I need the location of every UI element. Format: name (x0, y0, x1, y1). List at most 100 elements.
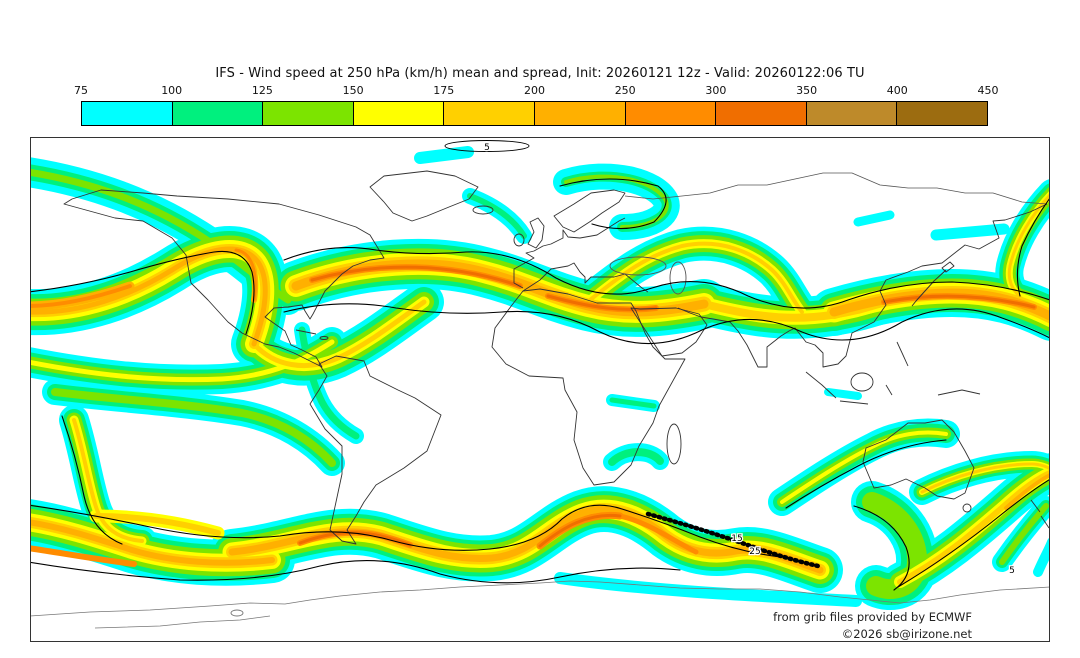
spread-contour-label: 15 (731, 534, 742, 544)
colorbar-segment (716, 102, 807, 125)
colorbar-tick-label: 100 (161, 84, 183, 97)
colorbar-tick-label: 175 (433, 84, 455, 97)
colorbar-segment (353, 102, 445, 125)
spread-contour (897, 478, 1050, 588)
coastline (94, 615, 271, 629)
wind-speed-band (414, 146, 474, 164)
colorbar: 75 100 125 150 175 200 250 300 350 400 450 (0, 0, 1080, 140)
spread-contour-label: 5 (484, 143, 490, 153)
colorbar-segment (444, 102, 535, 125)
wind-speed-band (999, 503, 1049, 565)
wind-speed-band (1033, 537, 1050, 577)
spread-contour-label: 5 (1009, 566, 1015, 576)
island-outline (230, 609, 244, 617)
colorbar-tick-label: 200 (524, 84, 545, 97)
wind-speed-band (617, 513, 699, 555)
island-outline (444, 140, 530, 152)
wind-speed-band (897, 469, 1050, 585)
wind-speed-band (30, 284, 132, 308)
colorbar-tick-label: 400 (886, 84, 908, 97)
colorbar-segment (897, 102, 987, 125)
copyright-text: ©2026 sb@irizone.net (841, 627, 972, 641)
colorbar-segment (82, 102, 173, 125)
coastline (1040, 515, 1050, 529)
spread-contour (61, 415, 123, 545)
spread-contour (283, 303, 1050, 345)
island-outline (962, 503, 972, 513)
colorbar-tick-label: 75 (74, 84, 88, 97)
spread-contour (853, 505, 910, 591)
coastline (862, 419, 975, 500)
colorbar-segment (534, 102, 626, 125)
coastline (805, 371, 837, 399)
spread-contour (30, 250, 255, 335)
colorbar-tick-label: 125 (251, 84, 273, 97)
wind-speed-band (30, 545, 137, 567)
island-outline (609, 256, 667, 276)
coastline (30, 580, 1050, 617)
wind-speed-band (234, 248, 257, 302)
coastline (630, 307, 708, 357)
coastline (937, 389, 981, 396)
wind-speed-band (930, 223, 1010, 241)
wind-speed-band (251, 299, 427, 368)
spread-contour (645, 511, 821, 569)
coastline (513, 217, 626, 289)
spread-contour (559, 178, 667, 230)
coastline (527, 217, 545, 249)
island-outline (319, 336, 329, 340)
colorbar-segment (263, 102, 354, 125)
island-outline (513, 233, 525, 247)
coastline (553, 189, 626, 233)
island-outline (850, 372, 874, 392)
wind-speed-band (588, 241, 804, 314)
colorbar-tick-label: 450 (977, 84, 999, 97)
spread-contour (1016, 197, 1050, 297)
wind-speed-band (1004, 472, 1050, 510)
wind-speed-band (882, 294, 1036, 309)
colorbar-segment (806, 102, 898, 125)
wind-speed-band (554, 572, 862, 607)
coastline (309, 355, 442, 545)
coastline (522, 262, 649, 293)
colorbar-segment (172, 102, 264, 125)
island-outline (669, 261, 687, 295)
coastline (369, 170, 479, 222)
wind-speed-band (1007, 192, 1050, 313)
wind-speed-band (780, 430, 948, 504)
colorbar-segment (625, 102, 717, 125)
spread-contour (283, 246, 1050, 309)
wind-speed-band (609, 397, 657, 409)
wind-speed-band (310, 265, 522, 288)
wind-speed-band (51, 388, 336, 467)
coastline (295, 329, 317, 335)
spread-contour-label: 25 (749, 547, 760, 557)
colorbar-tick-label: 300 (705, 84, 727, 97)
wind-speed-band (920, 462, 1050, 494)
coastline (911, 269, 947, 307)
coastline (677, 203, 1048, 368)
coastline (839, 400, 869, 405)
colorbar-tick-label: 350 (796, 84, 818, 97)
colorbar-segments (81, 101, 988, 126)
map-frame (30, 137, 1050, 642)
wind-speed-band (30, 246, 268, 347)
colorbar-tick-label: 150 (342, 84, 364, 97)
wind-speed-band (30, 519, 275, 566)
spread-contour (30, 560, 681, 584)
coastline (1030, 499, 1041, 513)
coastline (896, 341, 909, 367)
page-title: IFS - Wind speed at 250 hPa (km/h) mean … (215, 66, 865, 81)
island-outline (472, 205, 494, 215)
colorbar-tick-label: 250 (614, 84, 636, 97)
wind-speed-band (608, 448, 664, 466)
spread-contour (785, 439, 947, 509)
wind-speed-band (72, 418, 144, 543)
wind-speed-band (853, 210, 895, 227)
wind-speed-band (824, 388, 862, 400)
coastline (491, 288, 686, 486)
wind-speed-band (467, 193, 527, 239)
coastline (885, 384, 893, 396)
